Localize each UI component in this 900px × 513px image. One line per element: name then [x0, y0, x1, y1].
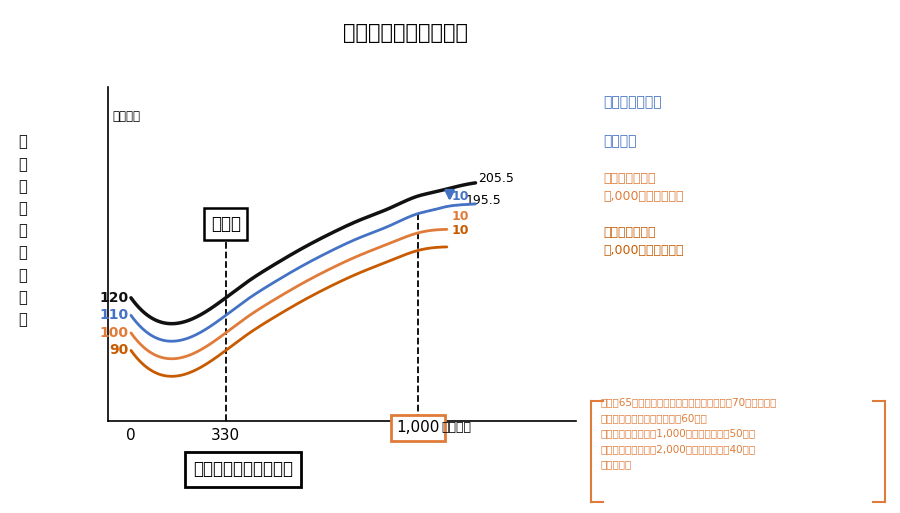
Text: （注）65才未満の場合、最低保障額（改正前70万円）は、
　・基礎控除への振替により60万円
　・年金以外の所得1,000万円超の場合は50万円
　・年金以外の: （注）65才未満の場合、最低保障額（改正前70万円）は、 ・基礎控除への振替によ…: [600, 397, 777, 470]
Text: （万円）: （万円）: [441, 421, 471, 434]
Text: 100: 100: [100, 326, 129, 340]
Text: 上限設定: 上限設定: [603, 134, 636, 148]
Text: 改正前: 改正前: [211, 215, 240, 233]
Text: 10: 10: [451, 189, 469, 203]
Text: （万円）: （万円）: [112, 110, 140, 123]
Text: 1,000: 1,000: [396, 420, 440, 435]
Text: 90: 90: [110, 344, 129, 358]
Text: 205.5: 205.5: [479, 172, 514, 185]
Text: 公的年金等の収入金額: 公的年金等の収入金額: [193, 460, 293, 479]
Text: 110: 110: [100, 308, 129, 322]
Text: 年金以外の所得
１,000万円超の場合: 年金以外の所得 １,000万円超の場合: [603, 172, 683, 203]
Text: 公
的
年
金
等
控
除
の
額: 公 的 年 金 等 控 除 の 額: [18, 134, 27, 327]
Text: （６５才以上の場合）: （６５才以上の場合）: [343, 23, 467, 43]
Text: 基礎控除へ振替: 基礎控除へ振替: [603, 95, 662, 110]
Text: 195.5: 195.5: [465, 194, 501, 207]
Text: 10: 10: [451, 224, 469, 236]
Text: 年金以外の所得
２,000万円超の場合: 年金以外の所得 ２,000万円超の場合: [603, 226, 683, 256]
Text: 10: 10: [451, 210, 469, 223]
Text: 120: 120: [100, 291, 129, 305]
